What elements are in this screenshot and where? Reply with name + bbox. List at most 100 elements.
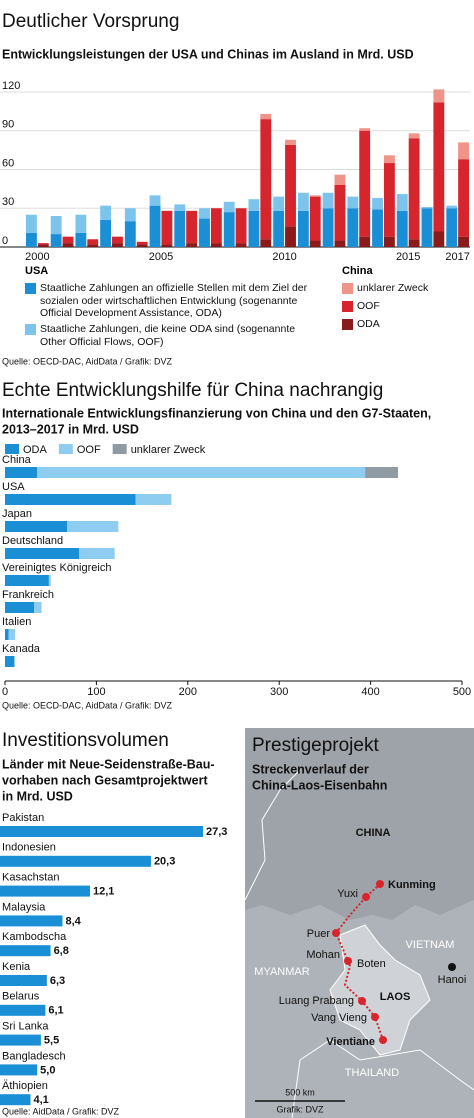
legend-label: unklarer Zweck [357,282,429,294]
y-tick-label: 0 [2,235,8,247]
bar-segment [174,210,186,247]
legend-swatch [342,301,353,312]
chart-subtitle: Internationale Entwicklungsfinanzierung … [2,406,431,420]
bar-segment [48,575,51,586]
bar-segment [136,241,148,245]
bar [0,826,203,837]
country-label: MYANMAR [254,966,309,978]
bar-segment [372,209,383,247]
chart-subtitle: 2013–2017 in Mrd. USD [2,422,139,436]
x-tick-label: 2000 [25,251,49,263]
bar-segment [334,185,346,241]
place-label: Vang Vieng [311,1012,367,1024]
source: Quelle: OECD-DAC, AidData / Grafik: DVZ [2,356,173,366]
bar-segment [309,195,321,197]
scale-label: 500 km [285,1087,315,1097]
x-tick-label: 500 [453,686,471,698]
legend-swatch [342,319,353,330]
x-tick-label: 0 [2,686,8,698]
bar-segment [186,210,198,244]
category-label: Deutschland [2,535,63,547]
bar-segment [5,521,68,532]
station [358,997,366,1005]
bar-segment [87,244,99,247]
x-tick-label: 2005 [149,251,173,263]
bar-segment [433,102,445,232]
bar-segment [421,206,433,209]
bar-segment [50,234,62,247]
bar-segment [136,244,148,247]
category-label: Kambodscha [2,931,67,943]
country-label: THAILAND [345,1067,399,1079]
bar-segment [14,656,16,667]
bar-segment [5,656,15,667]
x-tick-label: 400 [361,686,379,698]
bar-segment [285,139,296,145]
category-label: Vereinigtes Königreich [2,562,111,574]
x-tick-label: 2015 [396,251,420,263]
bar-segment [260,239,272,247]
bar-segment [334,240,346,247]
bar-segment [446,208,458,247]
bar-segment [334,174,346,185]
bar-segment [5,602,35,613]
category-label: Japan [2,508,32,520]
value-label: 6,8 [54,945,69,957]
bar-segment [149,205,161,247]
china-area [245,728,474,920]
legend-label: Staatliche Zahlungen an offizielle Stell… [40,282,308,319]
chart-title: Deutlicher Vorsprung [2,11,179,32]
bar-segment [100,205,112,220]
value-label: 4,1 [33,1094,48,1106]
bar [0,945,51,957]
bar [0,1004,46,1016]
station [362,893,370,901]
bar [0,1094,31,1106]
bar-segment [248,199,260,211]
x-tick-label: 2017 [445,251,469,263]
category-label: Belarus [2,991,40,1003]
bar-segment [8,629,16,640]
bar-segment [359,128,371,131]
legend-swatch [342,283,353,294]
bar-segment [67,521,119,532]
bar-segment [458,159,469,237]
bar-segment [36,467,366,478]
bar-segment [396,194,408,211]
bar-segment [365,467,399,478]
category-label: Bangladesch [2,1050,66,1062]
legend-label: Staatliche Zahlungen, die keine ODA sind… [40,323,296,348]
x-tick-label: 2010 [272,251,296,263]
bar-segment [223,212,235,247]
bar-segment [5,629,9,640]
bar-segment [458,236,469,247]
category-label: Kasachstan [2,872,59,884]
bar-segment [37,244,49,247]
bar-segment [408,138,420,240]
station [379,1036,387,1044]
bar-segment [5,575,49,586]
bar-segment [383,236,395,247]
map-subtitle: Streckenverlauf der [252,762,369,776]
bar-segment [112,243,123,247]
bar-segment [124,208,136,222]
bar-segment [186,243,198,247]
y-tick-label: 90 [2,119,14,131]
value-label: 5,0 [40,1064,55,1076]
bar [0,885,90,897]
x-tick-label: 300 [270,686,288,698]
bar-segment [50,216,62,235]
category-label: Malaysia [2,901,46,913]
chart-subtitle: Länder mit Neue-Seidenstraße-Bau- [2,757,215,771]
legend-title: China [342,265,373,277]
source: Quelle: OECD-DAC, AidData / Grafik: DVZ [2,700,173,710]
border [244,769,301,901]
category-label: Sri Lanka [2,1021,49,1033]
map-title: Prestigeprojekt [252,735,379,756]
value-label: 27,3 [206,826,227,838]
bar-segment [210,243,222,247]
bar-segment [79,548,115,559]
station [344,957,352,965]
category-label: Frankreich [2,589,54,601]
